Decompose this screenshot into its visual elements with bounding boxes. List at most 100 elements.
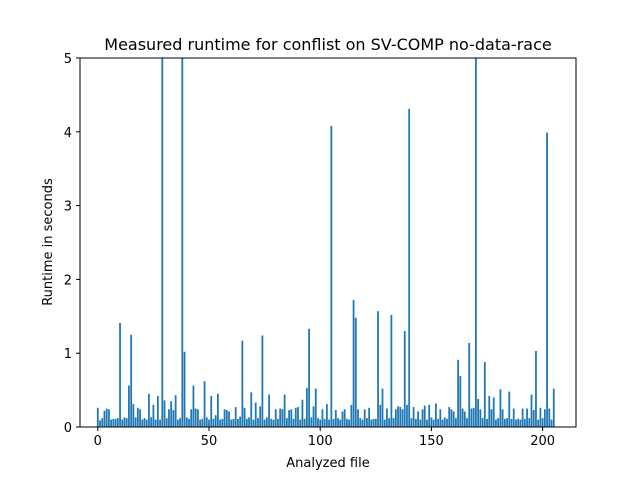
bar xyxy=(294,407,297,427)
bar xyxy=(446,418,448,427)
bar xyxy=(457,359,460,427)
bar xyxy=(330,125,333,428)
bar xyxy=(459,376,462,427)
plot-frame xyxy=(79,57,577,428)
bar xyxy=(217,393,219,427)
bar xyxy=(303,418,306,427)
y-tick-label: 4 xyxy=(64,126,72,141)
bar xyxy=(443,417,446,427)
bar xyxy=(401,409,404,427)
bar xyxy=(392,418,395,427)
bar xyxy=(116,418,119,427)
bar xyxy=(234,407,237,427)
bar xyxy=(230,419,233,427)
bar xyxy=(143,418,146,427)
bar xyxy=(272,419,275,427)
y-tick-label: 2 xyxy=(64,273,72,288)
bar xyxy=(386,408,388,427)
bar xyxy=(96,407,99,427)
bar xyxy=(437,418,439,427)
bar xyxy=(252,419,255,427)
bar xyxy=(383,419,386,427)
bar xyxy=(359,418,362,427)
bar xyxy=(192,385,195,427)
bar xyxy=(377,311,379,427)
bar xyxy=(317,418,319,427)
bar xyxy=(523,418,526,427)
bar xyxy=(512,408,515,427)
bar xyxy=(161,58,164,427)
bar xyxy=(535,350,537,427)
bar xyxy=(519,419,522,427)
bar xyxy=(541,418,544,427)
x-tick-label: 150 xyxy=(419,434,444,449)
bar xyxy=(515,419,517,427)
bar xyxy=(292,418,295,427)
bar xyxy=(363,409,366,427)
bar xyxy=(183,351,186,427)
x-axis-ticks: 0 50 100 150 200 xyxy=(94,427,555,449)
bar xyxy=(463,411,466,427)
bar xyxy=(492,397,495,427)
bar xyxy=(448,407,451,427)
bar xyxy=(210,396,213,427)
bar xyxy=(199,419,201,427)
bar xyxy=(288,410,290,427)
bar xyxy=(301,399,304,427)
y-tick-label: 5 xyxy=(64,52,72,67)
bar xyxy=(308,328,310,427)
bar xyxy=(257,418,259,427)
bar xyxy=(319,419,322,427)
bar xyxy=(408,108,411,428)
bar xyxy=(326,404,328,427)
bar xyxy=(495,419,497,427)
bar xyxy=(114,418,117,427)
bar xyxy=(188,418,190,427)
bar xyxy=(312,406,315,427)
bar xyxy=(532,410,535,427)
bar xyxy=(119,322,121,427)
bar xyxy=(483,362,486,427)
bar xyxy=(394,409,397,427)
bar xyxy=(537,419,540,427)
bar xyxy=(145,419,148,427)
bar xyxy=(350,404,353,427)
bar xyxy=(486,418,488,427)
bar xyxy=(450,409,453,427)
bar xyxy=(399,407,402,427)
bar xyxy=(123,417,126,427)
bar xyxy=(430,417,433,427)
bar xyxy=(434,403,437,427)
bar xyxy=(455,418,457,427)
bar xyxy=(323,418,326,427)
bar xyxy=(477,398,480,427)
bar xyxy=(194,408,197,427)
bar-group xyxy=(96,58,555,428)
bar xyxy=(283,394,286,427)
bar xyxy=(239,416,242,427)
bar xyxy=(254,402,257,427)
bar xyxy=(341,411,344,427)
bar xyxy=(132,404,135,427)
bar xyxy=(412,407,415,427)
bar xyxy=(268,394,270,427)
bar xyxy=(156,396,159,427)
bar xyxy=(506,418,508,427)
bar xyxy=(170,401,173,427)
bar xyxy=(499,389,502,427)
bar xyxy=(357,409,359,427)
bar xyxy=(441,419,444,427)
bar xyxy=(241,340,244,427)
bar xyxy=(490,409,493,427)
bar xyxy=(548,408,551,427)
bar xyxy=(154,419,157,427)
y-tick-label: 1 xyxy=(64,347,72,362)
bar xyxy=(203,381,206,427)
bar xyxy=(274,409,277,427)
bar xyxy=(219,419,222,427)
chart-title: Measured runtime for conflist on SV-COMP… xyxy=(104,35,551,54)
bar xyxy=(174,395,177,427)
bar xyxy=(99,420,101,427)
bar xyxy=(214,415,217,427)
bar xyxy=(468,342,471,427)
